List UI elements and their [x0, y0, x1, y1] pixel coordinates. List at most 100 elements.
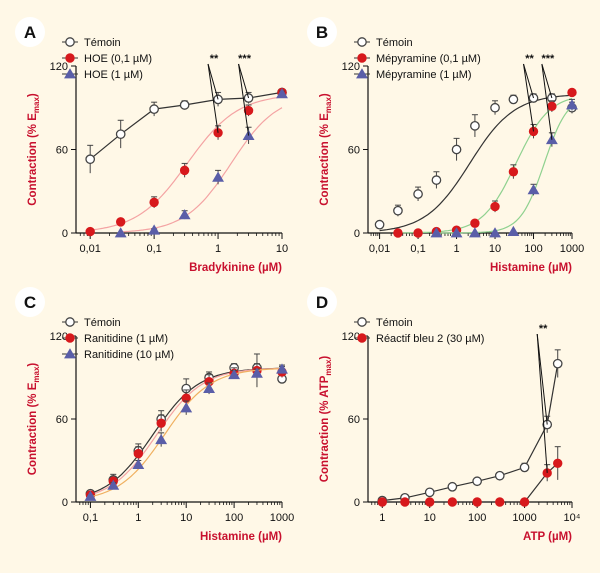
data-point [393, 205, 403, 216]
significance-label: *** [541, 53, 555, 65]
data-point [490, 201, 500, 212]
legend-label: Ranitidine (10 µM) [84, 349, 174, 361]
legend-label: Témoin [84, 317, 121, 329]
data-point [472, 476, 482, 487]
data-point [203, 382, 216, 393]
x-tick-label: 10 [180, 512, 192, 524]
panel-a: A 0 60 120 0,01 0,1 1 10 Bradykinine (µM) Contrac… [15, 17, 288, 274]
panel-b: B 0 60 120 0,01 0,1 1 10 100 1000 Histamine (µM) Co… [307, 17, 584, 274]
x-tick-label: 1000 [560, 243, 584, 255]
data-point [472, 497, 482, 507]
data-point [447, 497, 458, 507]
series-2 [393, 87, 577, 238]
legend-label: Ranitidine (1 µM) [84, 333, 168, 345]
significance-bracket [207, 63, 219, 100]
data-point [553, 458, 563, 468]
y-axis-title-close: ) [319, 93, 331, 97]
data-point [494, 470, 505, 481]
data-point [470, 120, 480, 131]
significance-bracket [238, 63, 250, 99]
x-tick-label: 0,1 [410, 243, 425, 255]
data-point [84, 490, 97, 501]
data-point [178, 209, 191, 220]
y-tick-label: 0 [354, 497, 360, 509]
series-1 [85, 87, 287, 174]
data-point [374, 219, 385, 230]
legend-item: Ranitidine (10 µM) [62, 348, 174, 361]
data-point [527, 184, 540, 195]
data-point [447, 481, 458, 492]
panel-label: C [24, 293, 36, 312]
y-tick-label: 60 [348, 145, 360, 157]
x-tick-label: 100 [225, 512, 243, 524]
y-tick-label: 0 [62, 228, 68, 240]
panel-label-badge [15, 287, 45, 317]
x-tick-label: 1 [215, 243, 221, 255]
x-tick-label: 10⁴ [564, 512, 581, 524]
data-point [552, 358, 563, 369]
data-point [490, 102, 500, 113]
significance-bracket [523, 63, 534, 99]
x-tick-label: 0,1 [146, 243, 161, 255]
legend-label: Témoin [376, 37, 413, 49]
legend-marker [65, 53, 75, 63]
data-point [149, 197, 159, 208]
data-point [213, 94, 223, 105]
data-point [133, 448, 144, 459]
data-point [566, 99, 578, 110]
data-point [400, 497, 410, 507]
panel-label-badge [307, 17, 337, 47]
data-point [450, 227, 463, 238]
data-point [149, 104, 159, 114]
y-axis-title-close: ) [27, 93, 39, 97]
y-axis-title: Contraction (% Emax) [319, 93, 333, 206]
legend-label: HOE (1 µM) [84, 69, 143, 81]
series-2 [377, 446, 563, 507]
legend-marker [64, 68, 76, 79]
legend-marker [357, 53, 367, 63]
significance-label: ** [525, 53, 534, 65]
series-fit-line [120, 107, 283, 233]
legend-label: Réactif bleu 2 (30 µM) [376, 333, 484, 345]
x-axis-title: Bradykinine (µM) [189, 262, 282, 274]
y-axis-title: Contraction (% Emax) [27, 93, 41, 206]
y-tick-label: 60 [56, 414, 68, 426]
data-point [243, 105, 254, 116]
x-axis-title: Histamine (µM) [490, 262, 572, 274]
data-point [212, 171, 225, 182]
data-point [179, 100, 190, 110]
series-fit-line [436, 105, 573, 234]
y-axis-title-close: ) [319, 356, 331, 360]
series-1 [377, 349, 563, 506]
legend-item: Mépyramine (0,1 µM) [354, 53, 481, 65]
data-point [156, 418, 166, 428]
series-fit-line [397, 97, 573, 234]
x-tick-label: 1000 [270, 512, 294, 524]
data-point [228, 368, 241, 380]
significance-label: ** [539, 323, 548, 335]
x-tick-label: 100 [524, 243, 542, 255]
data-point [547, 101, 557, 112]
x-tick-label: 1 [453, 243, 459, 255]
legend-marker [65, 37, 75, 47]
data-point [393, 228, 403, 238]
legend-label: Mépyramine (0,1 µM) [376, 53, 481, 65]
x-tick-label: 10 [489, 243, 501, 255]
y-axis-title-sub: max [32, 97, 41, 114]
x-tick-label: 0,1 [83, 512, 98, 524]
data-point [377, 497, 387, 507]
legend-item: Témoin [354, 37, 413, 49]
y-axis-title-sub: max [32, 366, 41, 383]
data-point [507, 225, 520, 237]
y-axis-title-main: Contraction (% E [319, 113, 331, 206]
data-point [114, 227, 127, 238]
legend-item: Ranitidine (1 µM) [62, 333, 168, 345]
legend-item: HOE (0,1 µM) [62, 53, 152, 65]
data-point [425, 497, 435, 507]
data-point [508, 94, 519, 105]
data-point [424, 487, 435, 498]
legend-label: Témoin [376, 317, 413, 329]
data-point [431, 175, 442, 185]
